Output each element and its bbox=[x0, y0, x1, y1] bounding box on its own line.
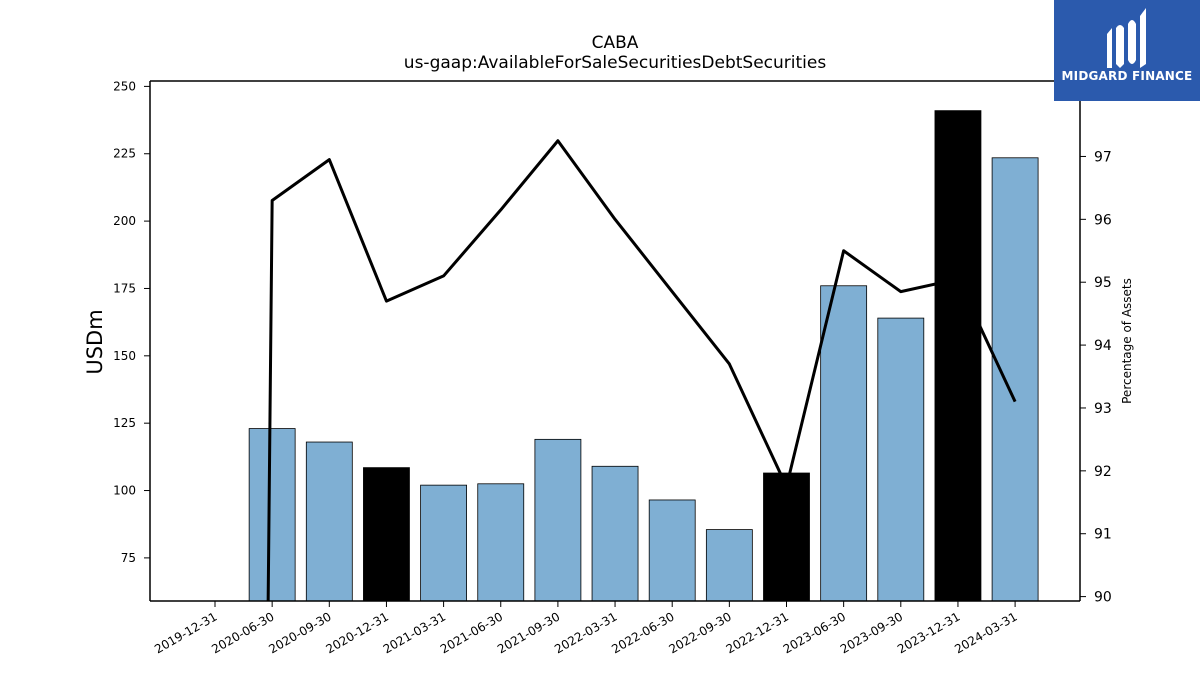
x-tick-label-2022-03-31: 2022-03-31 bbox=[552, 609, 619, 656]
bar-2020-09-30 bbox=[305, 441, 353, 602]
y-tick-label-250: 250 bbox=[113, 79, 136, 93]
y-tick-label-200: 200 bbox=[113, 214, 136, 228]
percentage-line bbox=[266, 139, 1017, 602]
y2-tick-label-90: 90 bbox=[1094, 590, 1112, 606]
logo-mark-icon bbox=[1107, 8, 1146, 68]
bars-layer bbox=[248, 110, 1039, 602]
y-tick-label-225: 225 bbox=[113, 147, 136, 161]
y-tick-label-125: 125 bbox=[113, 416, 136, 430]
x-tick-label-2020-09-30: 2020-09-30 bbox=[266, 609, 333, 656]
y2-tick-label-94: 94 bbox=[1094, 338, 1112, 354]
x-tick-label-2020-06-30: 2020-06-30 bbox=[209, 609, 276, 656]
x-tick-label-2023-09-30: 2023-09-30 bbox=[838, 609, 905, 656]
bar-2022-12-31 bbox=[763, 472, 810, 602]
y2-tick-label-92: 92 bbox=[1094, 464, 1112, 480]
y-tick-label-100: 100 bbox=[113, 484, 136, 498]
bar-2020-06-30 bbox=[248, 428, 296, 602]
chart-title: CABA bbox=[592, 33, 639, 53]
x-tick-label-2023-06-30: 2023-06-30 bbox=[781, 609, 848, 656]
bar-2022-06-30 bbox=[648, 499, 696, 602]
y2-tick-label-97: 97 bbox=[1094, 149, 1112, 165]
x-tick-label-2021-06-30: 2021-06-30 bbox=[438, 609, 505, 656]
x-tick-label-2022-06-30: 2022-06-30 bbox=[609, 609, 676, 656]
bar-2022-09-30 bbox=[705, 529, 753, 602]
y2-axis-label: Percentage of Assets bbox=[1120, 278, 1134, 404]
line-layer bbox=[266, 139, 1017, 602]
bar-2021-03-31 bbox=[420, 484, 468, 602]
x-tick-label-2022-12-31: 2022-12-31 bbox=[724, 609, 791, 656]
bar-2021-06-30 bbox=[477, 483, 525, 602]
x-tick-label-2021-03-31: 2021-03-31 bbox=[381, 609, 448, 656]
bar-2023-12-31 bbox=[934, 110, 982, 602]
y2-tick-label-91: 91 bbox=[1094, 527, 1112, 543]
chart-subtitle: us-gaap:AvailableForSaleSecuritiesDebtSe… bbox=[404, 53, 827, 73]
bar-2022-03-31 bbox=[591, 465, 639, 602]
midgard-finance-logo: MIDGARD FINANCE bbox=[1054, 0, 1200, 101]
y-tick-label-75: 75 bbox=[121, 551, 136, 565]
bar-2020-12-31 bbox=[363, 467, 410, 602]
bar-2024-03-31 bbox=[991, 157, 1039, 602]
y-axis-label: USDm bbox=[83, 309, 107, 374]
bar-2023-06-30 bbox=[820, 285, 868, 602]
y2-tick-label-93: 93 bbox=[1094, 401, 1112, 417]
y-tick-label-175: 175 bbox=[113, 281, 136, 295]
x-tick-label-2022-09-30: 2022-09-30 bbox=[666, 609, 733, 656]
x-tick-label-2021-09-30: 2021-09-30 bbox=[495, 609, 562, 656]
bar-2023-09-30 bbox=[877, 317, 925, 602]
x-tick-label-2020-12-31: 2020-12-31 bbox=[324, 609, 391, 656]
logo-text: MIDGARD FINANCE bbox=[1061, 69, 1193, 83]
x-tick-label-2023-12-31: 2023-12-31 bbox=[895, 609, 962, 656]
y2-tick-label-96: 96 bbox=[1094, 212, 1112, 228]
x-tick-label-2019-12-31: 2019-12-31 bbox=[152, 609, 219, 656]
y-tick-label-150: 150 bbox=[113, 349, 136, 363]
bar-2021-09-30 bbox=[534, 438, 582, 602]
y2-tick-label-95: 95 bbox=[1094, 275, 1112, 291]
x-tick-label-2024-03-31: 2024-03-31 bbox=[952, 609, 1019, 656]
